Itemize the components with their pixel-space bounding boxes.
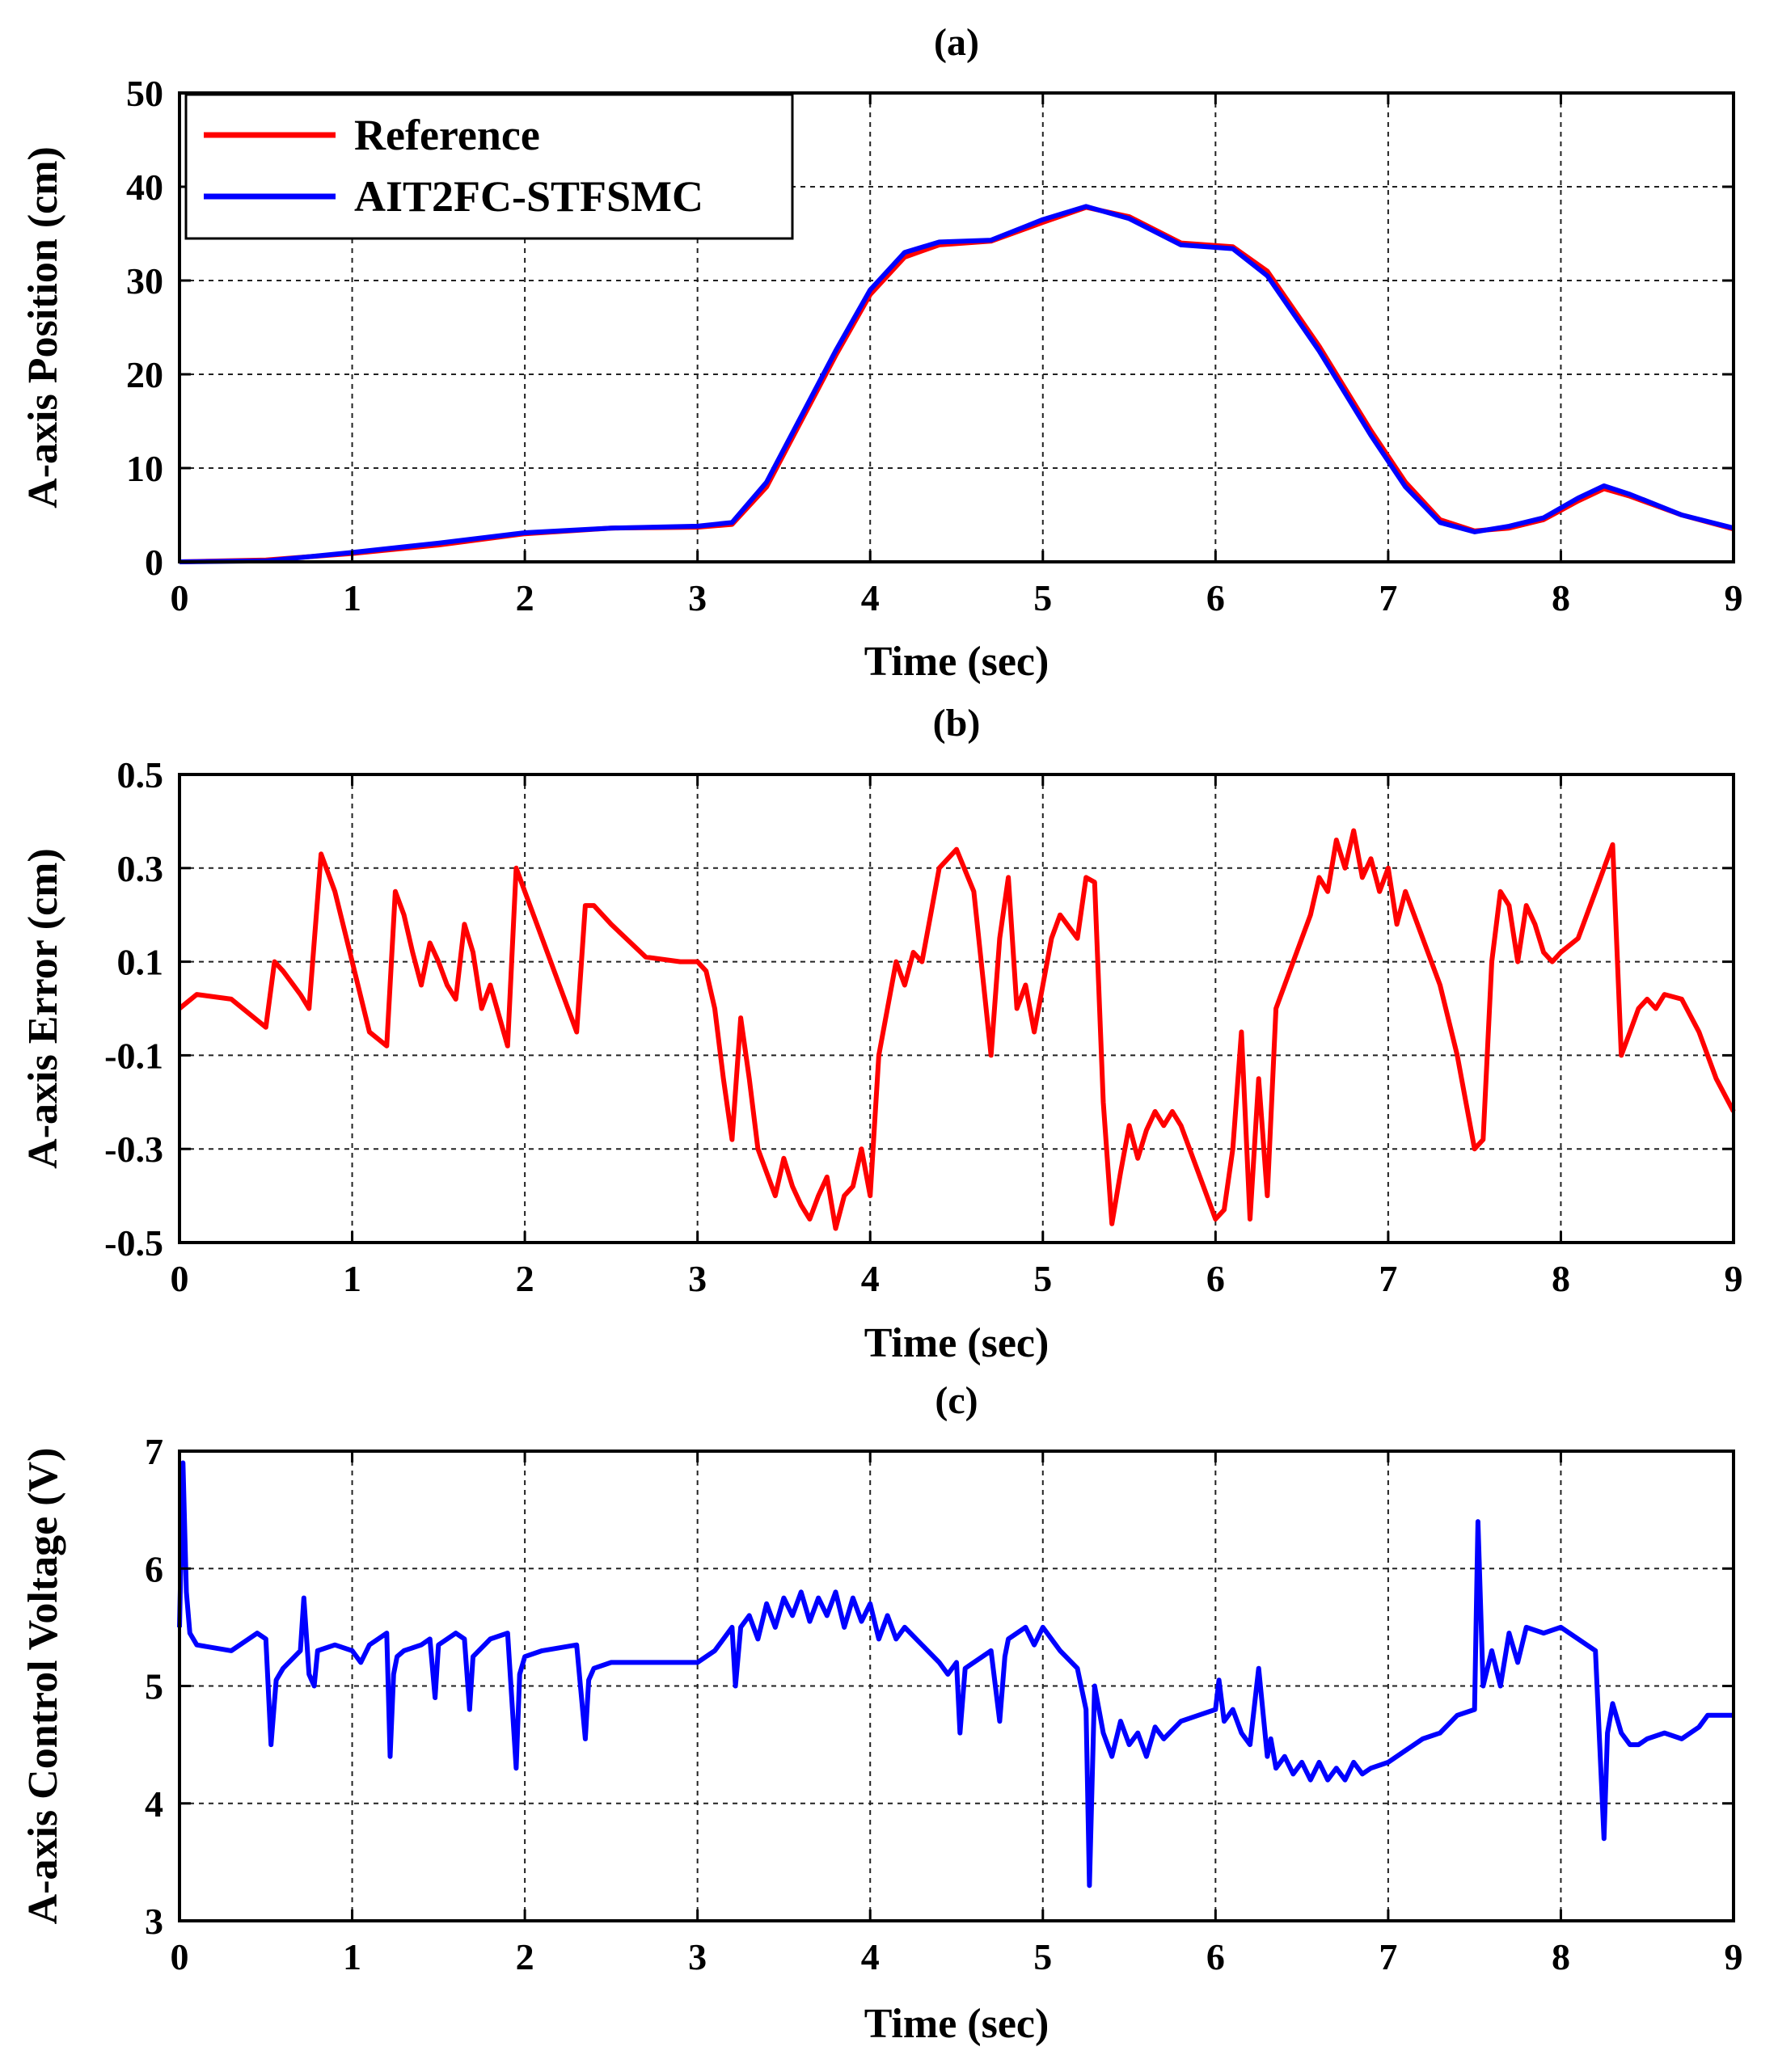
chart-1-ylabel: A-axis Error (cm)	[20, 848, 66, 1169]
chart-1-xtick-label-0: 0	[171, 1258, 189, 1299]
chart-0-legend: Reference AIT2FC-STFSMC	[184, 93, 794, 240]
chart-1-title: (b)	[933, 702, 981, 745]
chart-0-xtick-label-2: 2	[516, 577, 534, 618]
chart-0-plot-frame	[178, 91, 1735, 563]
chart-1-xlabel: Time (sec)	[864, 1320, 1049, 1366]
chart-0-legend-label-0: Reference	[354, 111, 540, 159]
chart-2-ytick-label-2: 5	[145, 1666, 163, 1707]
chart-1-xtick-label-2: 2	[516, 1258, 534, 1299]
chart-1-xtick-label-7: 7	[1379, 1258, 1397, 1299]
chart-1-xtick-label-4: 4	[861, 1258, 880, 1299]
chart-1-ytick-label-4: 0.3	[117, 848, 164, 889]
chart-1-ytick-label-5: 0.5	[117, 754, 164, 795]
chart-0-series-1-line	[179, 204, 1734, 564]
chart-2-xtick-label-0: 0	[171, 1936, 189, 1977]
chart-1-plot-frame	[178, 773, 1735, 1244]
chart-panel-a: 0 1 2 3 4 5 6 7 8 9 0 10 20 30 40 50 (a) Time (sec) A-axis…	[20, 21, 1743, 685]
chart-2-xtick-label-2: 2	[516, 1936, 534, 1977]
chart-2-title: (c)	[935, 1379, 978, 1422]
chart-0-xtick-label-3: 3	[688, 577, 707, 618]
chart-0-xtick-label-6: 6	[1206, 577, 1225, 618]
chart-1-xtick-label-6: 6	[1206, 1258, 1225, 1299]
chart-0-ytick-label-3: 30	[126, 260, 163, 302]
chart-2-xtick-label-7: 7	[1379, 1936, 1397, 1977]
chart-2-xtick-label-3: 3	[688, 1936, 707, 1977]
chart-1-ytick-label-2: -0.1	[104, 1035, 163, 1076]
chart-2-xtick-label-4: 4	[861, 1936, 880, 1977]
chart-1-xtick-label-3: 3	[688, 1258, 707, 1299]
chart-0-legend-box	[184, 93, 794, 240]
chart-0-ytick-label-0: 0	[145, 542, 163, 583]
chart-2-xlabel: Time (sec)	[864, 2001, 1049, 2047]
chart-2-ytick-label-3: 6	[145, 1548, 163, 1589]
chart-1-ytick-label-0: -0.5	[104, 1222, 163, 1264]
chart-0-xtick-label-8: 8	[1552, 577, 1570, 618]
chart-0-ytick-label-5: 50	[126, 73, 163, 114]
chart-2-xtick-label-5: 5	[1033, 1936, 1052, 1977]
chart-2-xtick-label-6: 6	[1206, 1936, 1225, 1977]
chart-0-xtick-label-9: 9	[1725, 577, 1743, 618]
chart-0-legend-label-1: AIT2FC-STFSMC	[354, 172, 703, 221]
chart-2-series-0-line	[177, 1460, 1734, 1888]
chart-2-xtick-label-1: 1	[343, 1936, 361, 1977]
chart-0-xtick-label-0: 0	[171, 577, 189, 618]
chart-1-xtick-label-5: 5	[1033, 1258, 1052, 1299]
chart-0-series-0-line	[179, 205, 1734, 564]
chart-1-xtick-label-9: 9	[1725, 1258, 1743, 1299]
chart-0-xtick-label-4: 4	[861, 577, 880, 618]
chart-2-ytick-label-4: 7	[145, 1431, 163, 1472]
chart-0-xtick-label-5: 5	[1033, 577, 1052, 618]
chart-2-ytick-label-1: 4	[145, 1783, 163, 1825]
chart-0-ylabel: A-axis Position (cm)	[20, 146, 66, 509]
chart-2-ytick-label-0: 3	[145, 1901, 163, 1942]
chart-1-ytick-label-3: 0.1	[117, 942, 164, 983]
chart-panel-b: 0 1 2 3 4 5 6 7 8 9 -0.5 -0.3 -0.1 0.1 0.3 0.5 (b) Time (…	[20, 702, 1743, 1366]
chart-0-xlabel: Time (sec)	[864, 639, 1049, 685]
chart-2-xtick-label-9: 9	[1725, 1936, 1743, 1977]
chart-1-series-0-line	[178, 828, 1736, 1231]
chart-0-xtick-label-7: 7	[1379, 577, 1397, 618]
chart-panel-c: 0 1 2 3 4 5 6 7 8 9 3 4 5 6 7 (c) Time (sec) A-axis Contr…	[20, 1379, 1743, 2047]
chart-0-xtick-label-1: 1	[343, 577, 361, 618]
chart-0-ytick-label-4: 40	[126, 167, 163, 208]
chart-0-ytick-label-2: 20	[126, 354, 163, 395]
chart-0-title: (a)	[934, 21, 979, 64]
chart-2-ylabel: A-axis Control Voltage (V)	[20, 1448, 66, 1925]
chart-1-xtick-label-1: 1	[343, 1258, 361, 1299]
chart-1-ytick-label-1: -0.3	[104, 1129, 163, 1170]
chart-1-xtick-label-8: 8	[1552, 1258, 1570, 1299]
chart-0-ytick-label-1: 10	[126, 448, 163, 489]
chart-2-xtick-label-8: 8	[1552, 1936, 1570, 1977]
